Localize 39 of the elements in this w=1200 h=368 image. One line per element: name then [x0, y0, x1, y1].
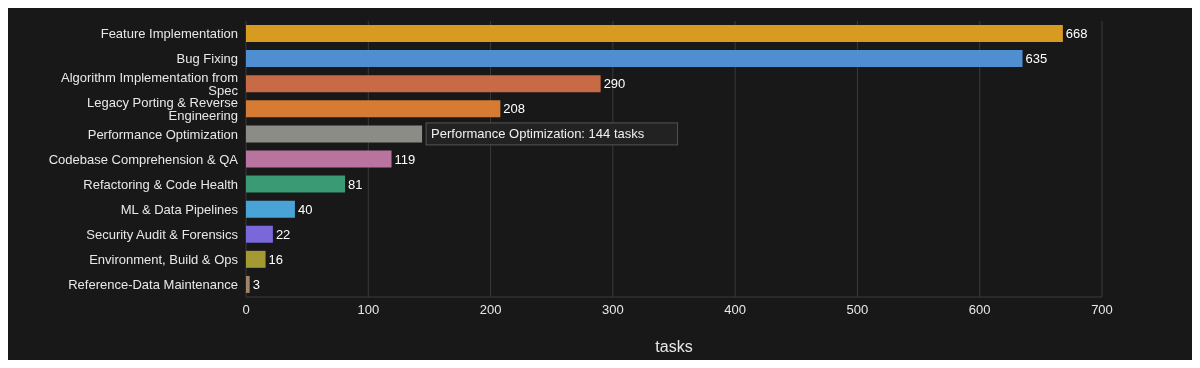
- data-label: 81: [348, 176, 363, 192]
- x-axis-title: tasks: [655, 338, 693, 355]
- data-label: 635: [1025, 51, 1048, 67]
- x-tick-label: 700: [1091, 302, 1113, 318]
- x-tick-label: 400: [724, 302, 746, 318]
- data-label: 119: [394, 151, 416, 167]
- y-tick-label: Security Audit & Forensics: [86, 226, 239, 242]
- y-tick-label: Codebase Comprehension & QA: [48, 151, 239, 167]
- y-tick-label: Refactoring & Code Health: [83, 176, 238, 192]
- data-label: 16: [268, 251, 284, 267]
- y-tick-label: Feature Implementation: [100, 26, 238, 42]
- bar: [246, 150, 392, 168]
- data-label: 22: [275, 226, 291, 242]
- data-label: 208: [503, 101, 526, 117]
- bar: [246, 50, 1023, 68]
- bar: [246, 200, 295, 218]
- y-tick-label: Performance Optimization: [87, 126, 238, 142]
- y-tick-label: ML & Data Pipelines: [120, 201, 239, 217]
- bar: [246, 75, 601, 93]
- x-tick-label: 0: [242, 302, 250, 318]
- bar: [246, 225, 273, 243]
- bar: [246, 250, 266, 268]
- bar: [246, 100, 501, 118]
- y-tick-label: Reference-Data Maintenance: [68, 277, 238, 293]
- x-tick-label: 300: [602, 302, 624, 318]
- bar: [246, 175, 346, 193]
- x-tick-label: 500: [846, 302, 869, 318]
- x-tick-label: 600: [968, 302, 991, 318]
- bar: [246, 275, 250, 293]
- bar: [246, 25, 1063, 43]
- data-label: 3: [252, 276, 260, 292]
- data-label: 290: [603, 76, 626, 92]
- data-label: 40: [297, 201, 313, 217]
- data-label: 668: [1065, 26, 1088, 42]
- y-tick-label: Environment, Build & Ops: [89, 251, 239, 267]
- y-tick-label: Bug Fixing: [176, 51, 238, 67]
- x-tick-label: 200: [479, 302, 502, 318]
- annotation: Performance Optimization: 144 tasks: [431, 126, 645, 142]
- x-tick-label: 100: [357, 302, 380, 318]
